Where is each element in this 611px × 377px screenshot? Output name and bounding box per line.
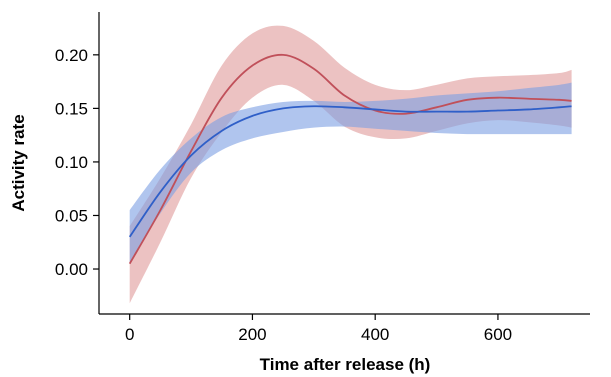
series-lines: [128, 53, 572, 265]
series-line-2: [128, 105, 572, 238]
x-tick-label: 600: [484, 325, 512, 344]
y-tick-label: 0.00: [55, 260, 88, 279]
x-tick-label: 200: [238, 325, 266, 344]
y-ticks: 0.00 0.05 0.10 0.15 0.20: [55, 46, 99, 279]
x-tick-label: 0: [125, 325, 134, 344]
x-tick-label: 400: [361, 325, 389, 344]
y-tick-label: 0.05: [55, 206, 88, 225]
x-axis-title: Time after release (h): [260, 355, 431, 374]
x-ticks: 0 200 400 600: [125, 314, 512, 344]
y-tick-label: 0.15: [55, 99, 88, 118]
confidence-band-2: [129, 82, 572, 264]
y-tick-label: 0.20: [55, 46, 88, 65]
y-axis-title: Activity rate: [9, 114, 28, 211]
confidence-bands: [129, 25, 572, 304]
y-tick-label: 0.10: [55, 153, 88, 172]
series-line-1: [128, 53, 572, 265]
